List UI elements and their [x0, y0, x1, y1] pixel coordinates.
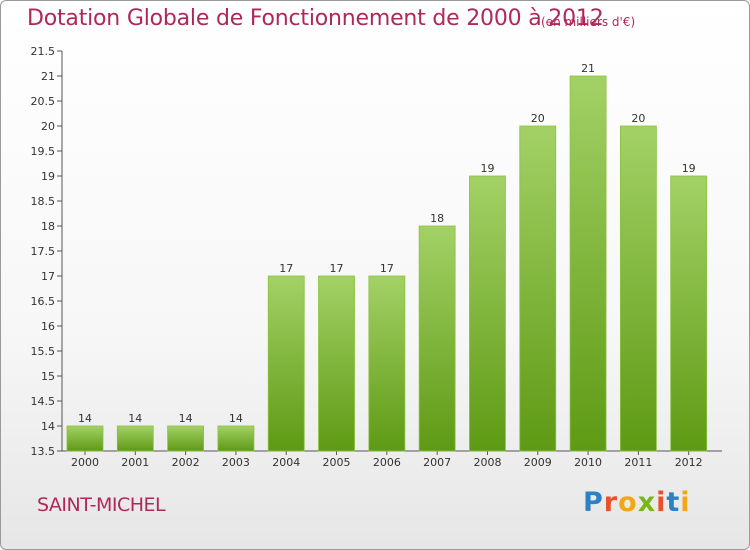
y-tick-label: 20 [41, 120, 55, 133]
logo-letter: P [583, 487, 604, 518]
logo-letter: x [637, 487, 657, 518]
x-tick-label: 2003 [222, 456, 250, 469]
chart-bars [66, 75, 708, 452]
bar-value-label: 14 [128, 412, 142, 425]
bar [619, 125, 657, 452]
x-tick-label: 2004 [272, 456, 300, 469]
logo-letter: o [618, 487, 638, 518]
x-tick-label: 2010 [574, 456, 602, 469]
bar-value-label: 19 [480, 162, 494, 175]
y-tick-label: 14 [41, 420, 55, 433]
x-tick-label: 2012 [675, 456, 703, 469]
bar-value-label: 20 [631, 112, 645, 125]
chart-value-labels: 14 14 14 14 17 17 17 18 19 20 21 20 19 [78, 62, 696, 425]
y-tick-label: 19 [41, 170, 55, 183]
bar [469, 175, 506, 452]
logo-letter: t [666, 487, 681, 518]
bar [217, 425, 255, 452]
y-tick-label: 17.5 [31, 245, 56, 258]
x-tick-label: 2001 [121, 456, 149, 469]
bar [569, 75, 607, 452]
y-tick-label: 21.5 [31, 45, 56, 58]
bar-value-label: 18 [430, 212, 444, 225]
x-tick-label: 2005 [323, 456, 351, 469]
bar [116, 425, 154, 452]
y-tick-label: 13.5 [31, 445, 56, 458]
logo-letter: r [603, 487, 619, 518]
bar-value-label: 17 [330, 262, 344, 275]
y-tick-label: 14.5 [31, 395, 56, 408]
commune-name: SAINT-MICHEL [37, 494, 166, 516]
y-tick-label: 18.5 [31, 195, 56, 208]
x-tick-label: 2002 [172, 456, 200, 469]
x-tick-label: 2009 [524, 456, 552, 469]
x-tick-label: 2006 [373, 456, 401, 469]
y-tick-label: 20.5 [31, 95, 56, 108]
bar-value-label: 17 [279, 262, 293, 275]
y-tick-label: 16 [41, 320, 55, 333]
x-tick-label: 2008 [473, 456, 501, 469]
y-tick-label: 15 [41, 370, 55, 383]
y-tick-label: 19.5 [31, 145, 56, 158]
chart-subtitle: (en milliers d'€) [541, 15, 636, 29]
bar [418, 225, 456, 452]
bar [519, 125, 557, 452]
bar-value-label: 21 [581, 62, 595, 75]
bar-value-label: 19 [682, 162, 696, 175]
y-tick-label: 18 [41, 220, 55, 233]
chart-title: Dotation Globale de Fonctionnement de 20… [27, 6, 604, 31]
bar [66, 425, 104, 452]
x-tick-label: 2007 [423, 456, 451, 469]
bar [267, 275, 305, 452]
y-tick-label: 16.5 [31, 295, 56, 308]
bar [368, 275, 406, 452]
bar [167, 425, 205, 452]
logo-letter: i [656, 487, 667, 518]
bar-value-label: 20 [531, 112, 545, 125]
bar-value-label: 14 [78, 412, 92, 425]
y-tick-label: 21 [41, 70, 55, 83]
x-tick-label: 2011 [624, 456, 652, 469]
bar-value-label: 14 [179, 412, 193, 425]
y-tick-label: 15.5 [31, 345, 56, 358]
bar-value-label: 17 [380, 262, 394, 275]
bar [318, 275, 355, 452]
y-tick-label: 17 [41, 270, 55, 283]
x-tick-label: 2000 [71, 456, 99, 469]
logo-letter: i [680, 487, 691, 518]
bar-value-label: 14 [229, 412, 243, 425]
proxiti-logo: Proxiti [583, 487, 691, 518]
bar [670, 175, 708, 452]
